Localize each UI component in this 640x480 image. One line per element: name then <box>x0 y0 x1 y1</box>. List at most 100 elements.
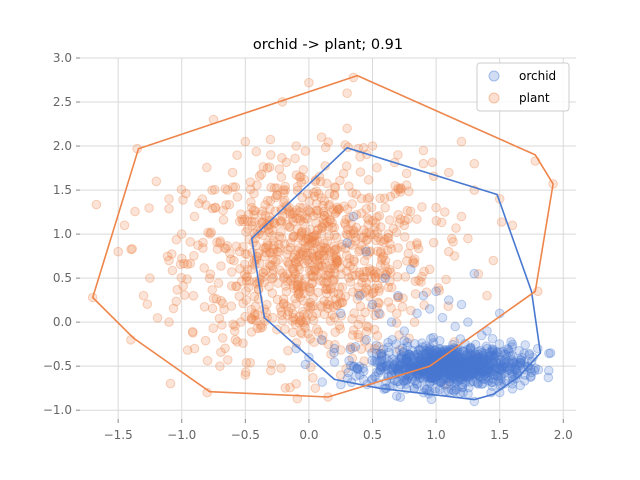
data-point-orchid <box>446 385 457 395</box>
data-point-plant <box>325 300 335 311</box>
data-point-orchid <box>413 352 424 363</box>
data-point-plant <box>399 220 410 231</box>
data-point-plant <box>162 251 173 262</box>
data-point-plant <box>309 262 319 273</box>
data-point-plant <box>309 264 320 275</box>
data-point-orchid <box>436 359 447 369</box>
data-point-plant <box>302 248 313 258</box>
data-point-orchid <box>444 295 454 305</box>
data-point-orchid <box>545 348 556 358</box>
data-point-plant <box>313 260 324 270</box>
data-point-plant <box>284 222 294 232</box>
data-point-orchid <box>458 387 468 398</box>
data-point-plant <box>322 299 333 310</box>
data-point-orchid <box>382 364 393 375</box>
data-point-orchid <box>484 347 495 358</box>
data-point-plant <box>394 330 404 340</box>
data-point-orchid <box>442 361 452 372</box>
data-point-plant <box>275 243 285 253</box>
data-point-plant <box>353 329 363 340</box>
data-point-orchid <box>450 366 461 377</box>
data-point-plant <box>314 189 324 199</box>
data-point-plant <box>295 292 306 303</box>
data-point-orchid <box>467 355 478 366</box>
data-point-plant <box>321 243 332 254</box>
data-point-plant <box>496 217 507 227</box>
data-point-plant <box>189 251 199 261</box>
data-point-orchid <box>440 369 450 379</box>
data-point-plant <box>308 373 318 383</box>
data-point-plant <box>300 274 311 284</box>
data-point-plant <box>323 137 334 147</box>
data-point-plant <box>273 255 283 265</box>
data-point-orchid <box>371 348 382 359</box>
data-point-orchid <box>391 347 402 357</box>
data-point-plant <box>346 342 356 352</box>
data-point-plant <box>203 227 213 238</box>
data-point-plant <box>289 208 299 218</box>
data-point-orchid <box>488 357 499 368</box>
data-point-plant <box>198 243 208 253</box>
data-point-orchid <box>434 368 445 379</box>
data-point-plant <box>299 309 309 320</box>
data-point-orchid <box>472 360 483 371</box>
data-point-plant <box>307 311 318 322</box>
data-point-orchid <box>464 374 474 384</box>
data-point-plant <box>311 324 322 334</box>
data-point-plant <box>334 204 344 214</box>
data-point-plant <box>361 326 372 337</box>
data-point-plant <box>268 273 279 283</box>
data-point-plant <box>188 328 198 338</box>
data-point-plant <box>245 358 255 368</box>
data-point-orchid <box>453 362 464 372</box>
data-point-orchid <box>431 371 442 382</box>
data-point-plant <box>268 236 279 246</box>
data-point-orchid <box>367 355 377 366</box>
data-point-plant <box>279 188 289 198</box>
data-point-orchid <box>476 330 487 341</box>
data-point-orchid <box>481 364 492 374</box>
convex-hulls <box>91 74 554 401</box>
data-point-plant <box>202 355 213 366</box>
data-point-plant <box>470 352 481 362</box>
data-point-plant <box>383 297 394 307</box>
data-point-orchid <box>431 371 442 382</box>
data-point-orchid <box>361 335 372 345</box>
data-point-plant <box>312 208 323 219</box>
data-point-orchid <box>405 264 416 275</box>
data-point-plant <box>335 370 346 380</box>
data-point-plant <box>296 177 307 188</box>
data-point-plant <box>308 231 319 242</box>
data-point-orchid <box>403 374 413 384</box>
data-point-orchid <box>511 365 522 375</box>
data-point-orchid <box>412 356 423 367</box>
data-point-orchid <box>451 360 461 370</box>
data-point-orchid <box>428 332 439 343</box>
data-point-plant <box>234 291 245 302</box>
data-point-plant <box>321 270 331 281</box>
data-point-orchid <box>479 370 489 381</box>
data-point-orchid <box>329 357 340 367</box>
data-point-plant <box>325 215 335 226</box>
data-point-orchid <box>413 353 424 363</box>
data-point-orchid <box>446 356 457 367</box>
data-point-plant <box>239 259 250 270</box>
data-point-plant <box>238 216 248 227</box>
data-point-orchid <box>488 374 499 384</box>
data-point-orchid <box>465 356 476 367</box>
data-point-orchid <box>434 365 445 376</box>
data-point-orchid <box>433 368 443 378</box>
data-point-orchid <box>451 384 462 395</box>
data-point-orchid <box>401 379 411 389</box>
data-point-plant <box>182 259 193 270</box>
data-point-plant <box>194 198 204 209</box>
data-point-plant <box>267 312 278 323</box>
data-point-plant <box>264 224 274 235</box>
data-point-plant <box>242 271 252 282</box>
data-point-plant <box>207 203 218 214</box>
data-point-plant <box>373 269 384 279</box>
data-point-plant <box>323 284 333 294</box>
data-point-orchid <box>524 348 535 359</box>
data-point-orchid <box>416 350 427 360</box>
data-point-orchid <box>494 363 504 374</box>
